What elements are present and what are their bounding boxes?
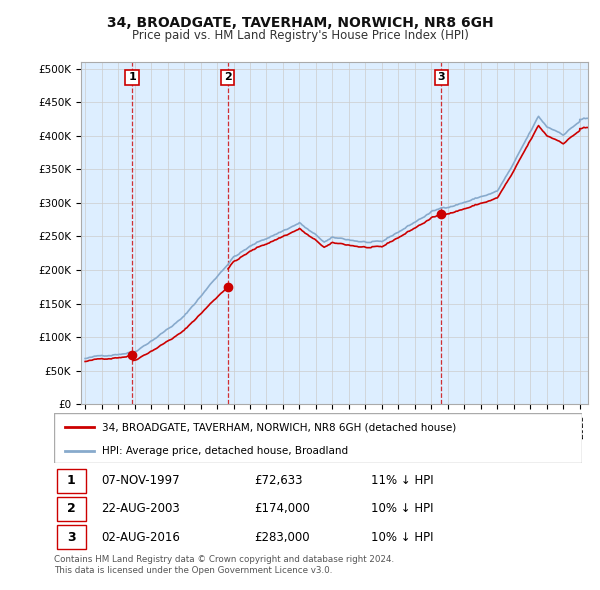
Text: 02-AUG-2016: 02-AUG-2016 bbox=[101, 530, 181, 543]
Text: £283,000: £283,000 bbox=[254, 530, 310, 543]
Text: 2: 2 bbox=[67, 502, 76, 516]
FancyBboxPatch shape bbox=[56, 497, 86, 521]
Text: 10% ↓ HPI: 10% ↓ HPI bbox=[371, 502, 433, 516]
Text: HPI: Average price, detached house, Broadland: HPI: Average price, detached house, Broa… bbox=[101, 445, 347, 455]
Text: £174,000: £174,000 bbox=[254, 502, 311, 516]
Text: 34, BROADGATE, TAVERHAM, NORWICH, NR8 6GH: 34, BROADGATE, TAVERHAM, NORWICH, NR8 6G… bbox=[107, 16, 493, 30]
Text: This data is licensed under the Open Government Licence v3.0.: This data is licensed under the Open Gov… bbox=[54, 566, 332, 575]
Text: 1: 1 bbox=[128, 73, 136, 83]
Text: 22-AUG-2003: 22-AUG-2003 bbox=[101, 502, 180, 516]
Text: 11% ↓ HPI: 11% ↓ HPI bbox=[371, 474, 433, 487]
FancyBboxPatch shape bbox=[56, 468, 86, 493]
Text: 3: 3 bbox=[67, 530, 76, 543]
Text: £72,633: £72,633 bbox=[254, 474, 303, 487]
Text: 10% ↓ HPI: 10% ↓ HPI bbox=[371, 530, 433, 543]
FancyBboxPatch shape bbox=[54, 413, 582, 463]
Text: 3: 3 bbox=[437, 73, 445, 83]
Text: 1: 1 bbox=[67, 474, 76, 487]
Text: 2: 2 bbox=[224, 73, 232, 83]
Text: Contains HM Land Registry data © Crown copyright and database right 2024.: Contains HM Land Registry data © Crown c… bbox=[54, 555, 394, 563]
FancyBboxPatch shape bbox=[56, 525, 86, 549]
Text: 34, BROADGATE, TAVERHAM, NORWICH, NR8 6GH (detached house): 34, BROADGATE, TAVERHAM, NORWICH, NR8 6G… bbox=[101, 422, 456, 432]
Text: Price paid vs. HM Land Registry's House Price Index (HPI): Price paid vs. HM Land Registry's House … bbox=[131, 30, 469, 42]
Text: 07-NOV-1997: 07-NOV-1997 bbox=[101, 474, 180, 487]
